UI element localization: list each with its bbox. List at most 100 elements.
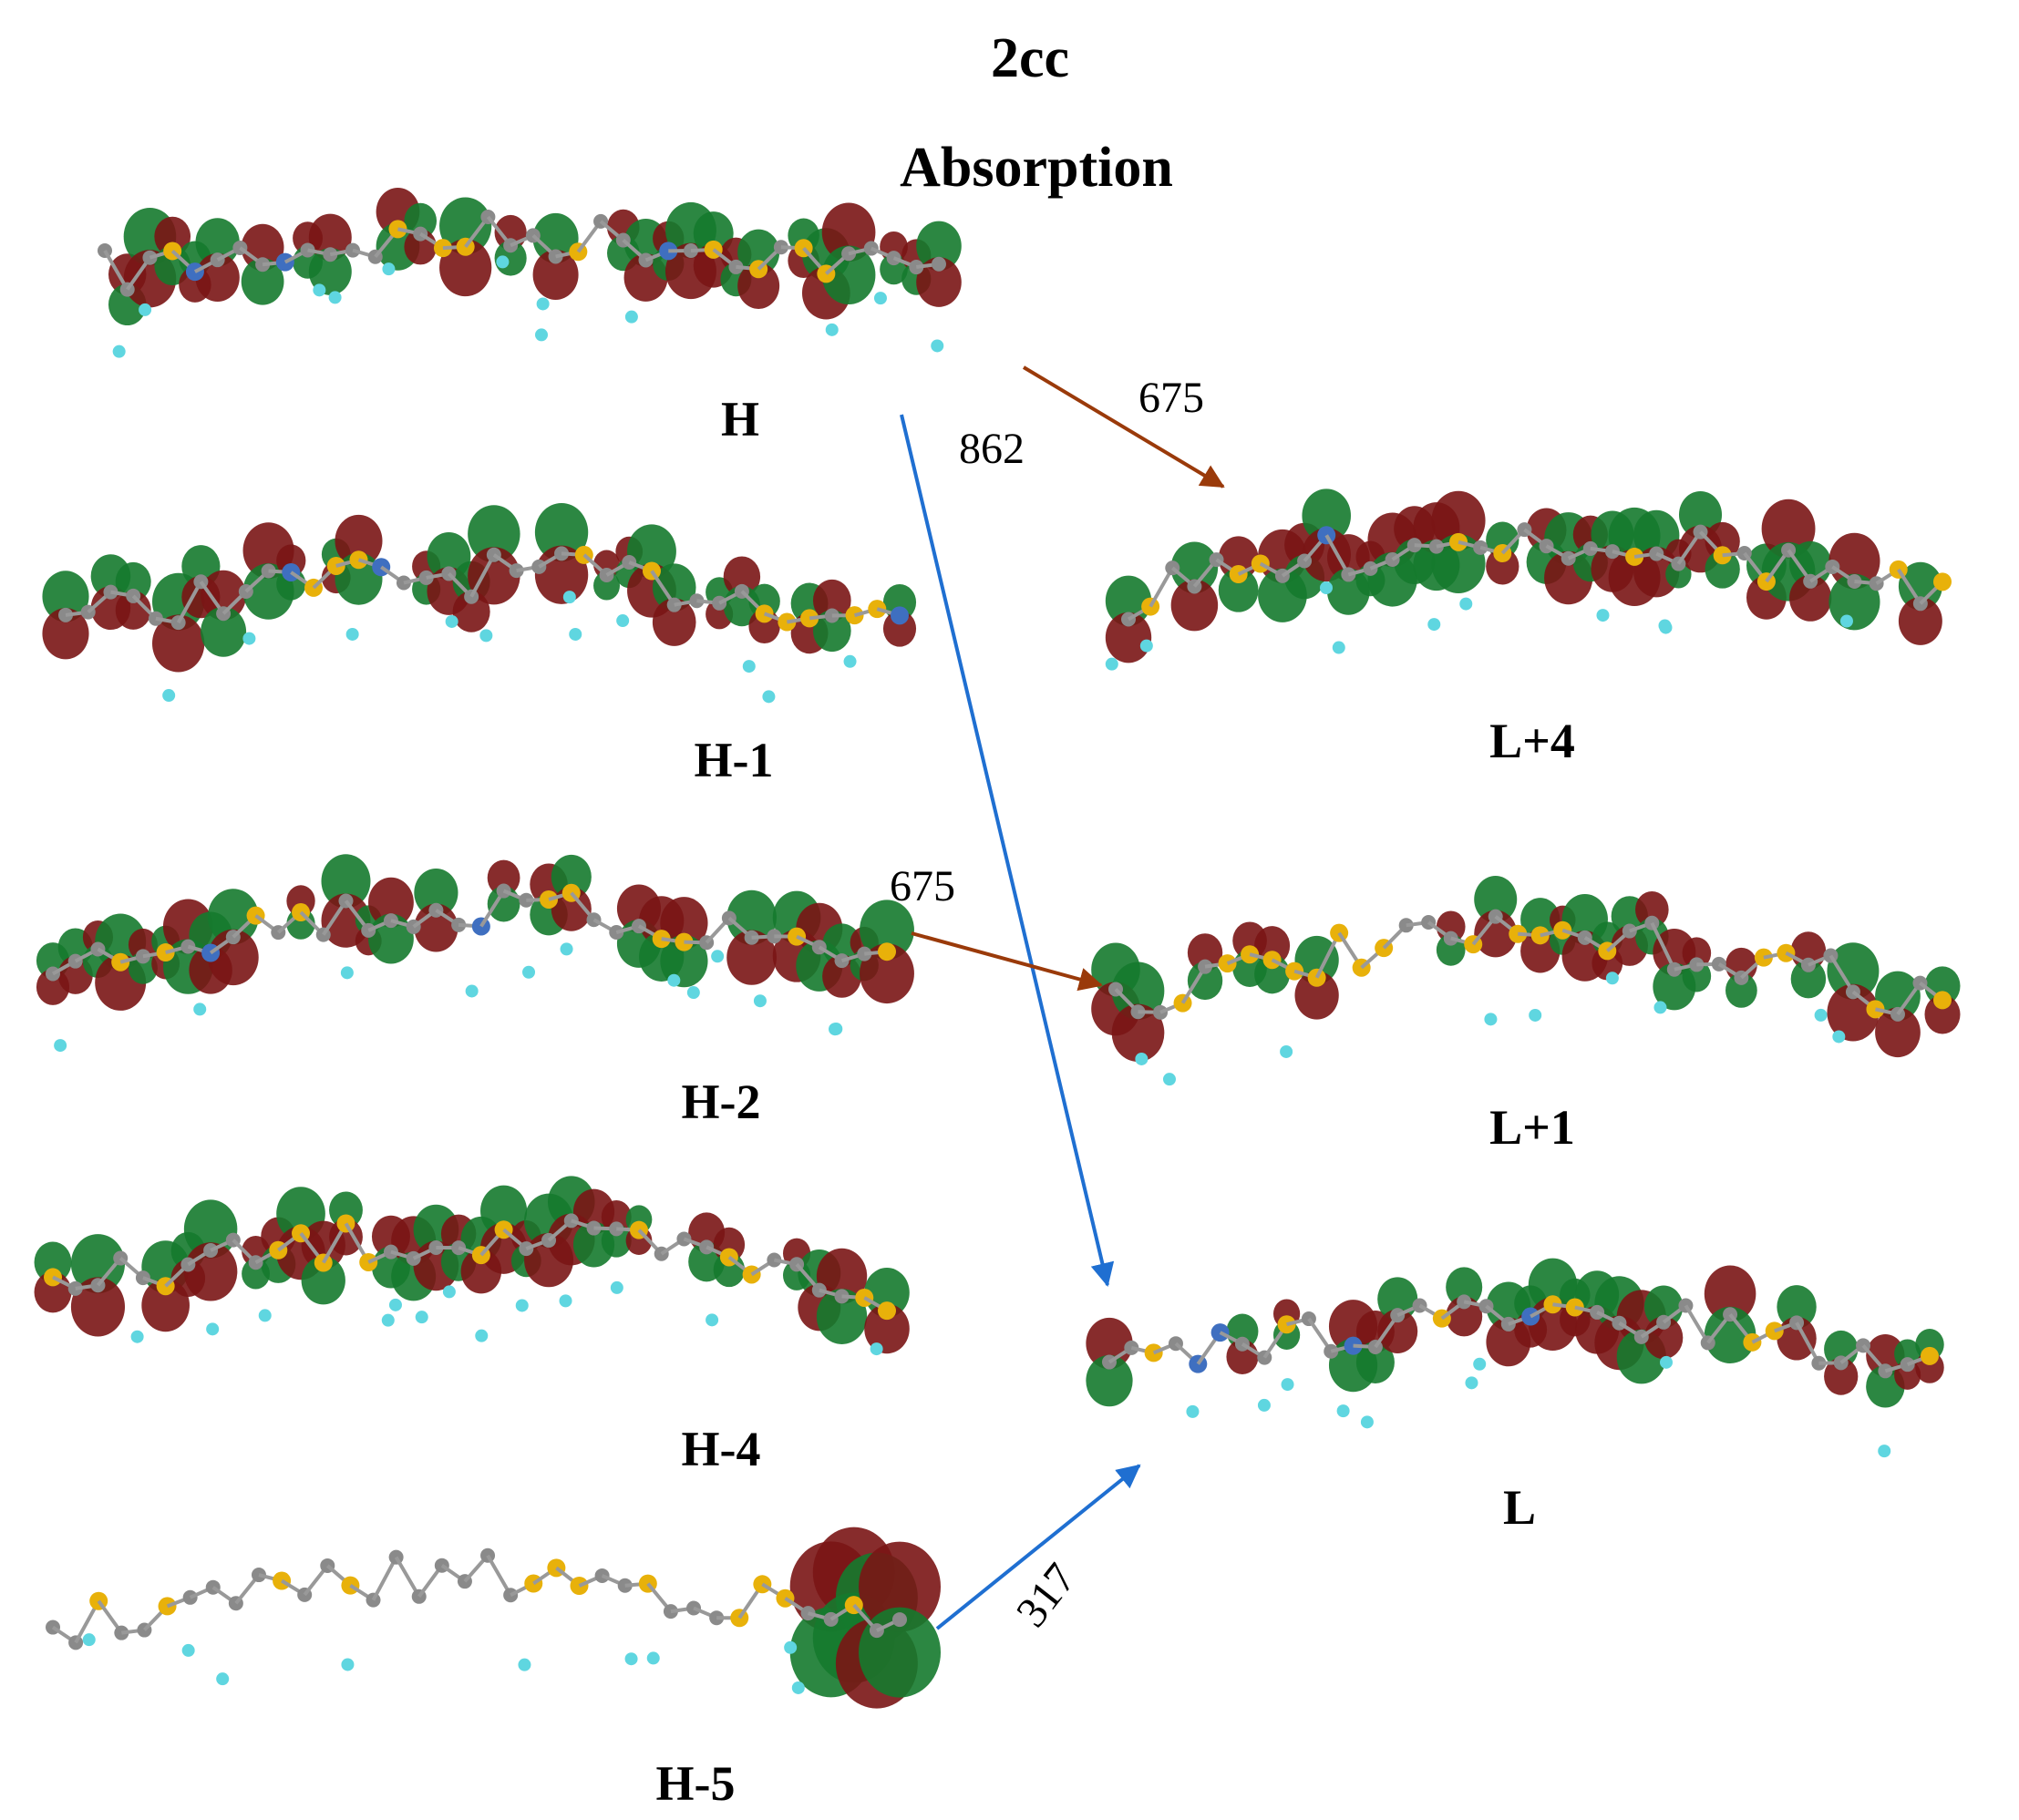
molecule	[1086, 1258, 1944, 1458]
atom	[1933, 991, 1952, 1010]
orbital-label: L	[1503, 1480, 1536, 1535]
bond	[371, 1556, 398, 1601]
atom	[791, 1681, 805, 1694]
transition-label: 317	[1007, 1555, 1086, 1636]
atom	[560, 942, 573, 956]
atom	[1814, 1008, 1828, 1022]
atoms	[46, 883, 896, 1053]
atom	[1257, 1398, 1271, 1412]
lobe	[1187, 933, 1223, 972]
atom	[1596, 609, 1610, 622]
orbital-lobes	[108, 188, 962, 326]
lobe	[1924, 966, 1961, 1006]
atom	[515, 1299, 529, 1312]
lobe	[726, 889, 777, 945]
arrow	[911, 931, 1103, 992]
lobe	[308, 213, 352, 262]
atom	[1473, 1357, 1487, 1371]
atom	[931, 339, 944, 353]
lobe	[1254, 926, 1291, 966]
orbital-label: H-5	[656, 1756, 736, 1811]
lobe	[115, 561, 151, 602]
molecule	[46, 1527, 941, 1709]
atom	[559, 1294, 572, 1308]
lobe	[816, 1289, 868, 1344]
lobe	[1446, 1296, 1483, 1337]
lobe	[821, 245, 876, 305]
bond	[176, 581, 203, 624]
atom	[242, 632, 256, 645]
lobe	[70, 1277, 126, 1337]
lobe	[1653, 929, 1696, 976]
atom	[471, 917, 490, 936]
atom	[216, 1672, 230, 1686]
lobe	[1725, 972, 1757, 1008]
atom	[382, 262, 396, 276]
arrow	[935, 1464, 1141, 1630]
atom	[610, 1280, 623, 1294]
lobe	[1355, 1341, 1395, 1383]
atoms	[58, 545, 909, 704]
atom	[445, 614, 458, 628]
lobe	[201, 570, 247, 621]
lobe	[860, 943, 914, 1004]
lobe	[821, 202, 876, 262]
atom	[465, 984, 479, 998]
lobe	[468, 547, 520, 605]
atoms	[46, 1548, 907, 1694]
lobe	[1682, 960, 1712, 992]
atom	[345, 627, 359, 641]
lobe	[1790, 960, 1827, 999]
atom	[139, 303, 152, 316]
lobe	[1086, 1354, 1133, 1407]
atom	[891, 606, 909, 625]
lobe	[115, 591, 151, 630]
bond	[1324, 534, 1351, 576]
atom	[569, 627, 582, 641]
atom	[1186, 1404, 1200, 1418]
atoms	[1102, 1294, 1939, 1458]
lobe	[1294, 971, 1339, 1020]
lobe	[1486, 521, 1519, 559]
atom	[878, 1301, 896, 1321]
atom	[711, 950, 725, 963]
transition-label: 675	[890, 862, 955, 910]
lobe	[1111, 961, 1165, 1020]
lobe	[812, 579, 851, 622]
atom	[1459, 597, 1473, 611]
atom	[1921, 1346, 1939, 1365]
arrow	[1022, 365, 1225, 488]
lobe	[1187, 961, 1223, 1001]
atom	[479, 629, 493, 643]
lobe	[151, 614, 205, 673]
lobe	[1704, 1306, 1756, 1363]
atom	[624, 310, 638, 324]
atom	[1465, 1376, 1478, 1390]
orbital-label: L+4	[1489, 714, 1575, 768]
lobe	[532, 212, 579, 263]
lobe	[532, 249, 579, 300]
lobe	[534, 502, 589, 562]
lobe	[601, 1200, 632, 1234]
atom	[1105, 657, 1118, 671]
atom	[1280, 1044, 1293, 1058]
atom	[162, 689, 176, 703]
lobe	[551, 887, 592, 931]
atom	[784, 1640, 798, 1654]
lobe	[1705, 550, 1740, 589]
lobe	[1827, 983, 1880, 1042]
atom	[878, 942, 896, 961]
atom	[762, 690, 776, 704]
atom	[1839, 614, 1853, 628]
lobe	[1824, 1330, 1859, 1368]
lobe	[601, 1224, 632, 1258]
lobe	[1377, 1309, 1418, 1354]
atom	[522, 965, 536, 979]
atom	[873, 292, 887, 305]
bond	[469, 553, 496, 598]
atom	[932, 256, 946, 272]
atom	[193, 1003, 207, 1016]
lobe	[487, 859, 520, 896]
orbital-label: H-4	[682, 1422, 761, 1476]
lobe	[201, 606, 247, 657]
